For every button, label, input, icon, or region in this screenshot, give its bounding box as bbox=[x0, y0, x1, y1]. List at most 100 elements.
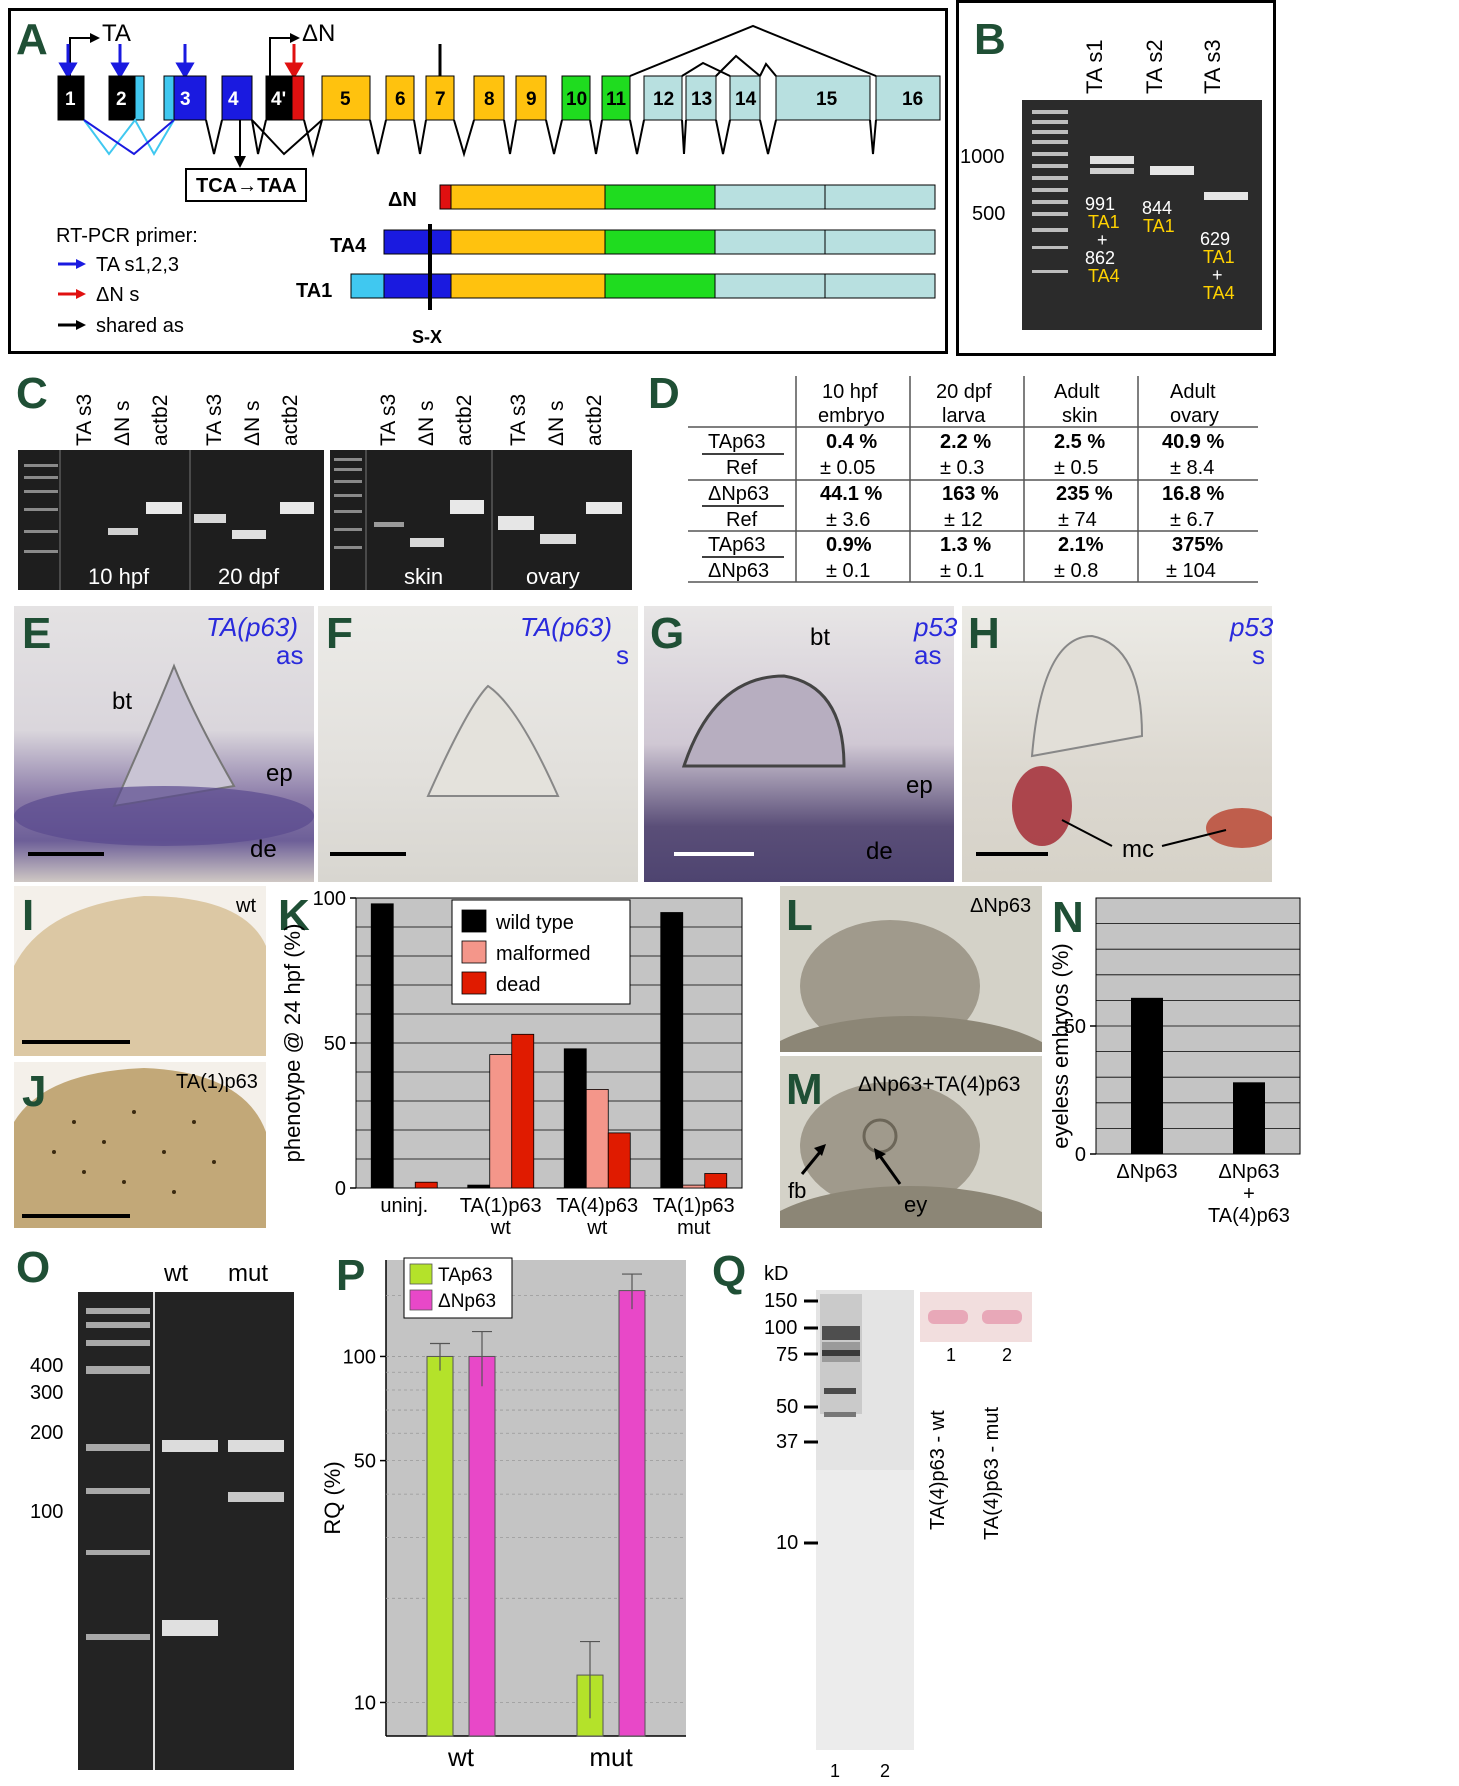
exon-label: 11 bbox=[606, 89, 627, 110]
exon-15 bbox=[775, 75, 871, 121]
m-arrows bbox=[800, 1144, 902, 1185]
blot-lane-2: 2 bbox=[880, 1761, 891, 1781]
embryo-label: wt bbox=[236, 895, 256, 917]
legend-swatch bbox=[461, 971, 487, 995]
exon-11 bbox=[601, 75, 631, 121]
cell-error: ± 8.4 bbox=[1170, 457, 1215, 479]
exon-label: 4' bbox=[271, 89, 287, 110]
label-de: de bbox=[866, 838, 893, 865]
legend-title: RT-PCR primer: bbox=[56, 225, 198, 247]
exon-label: 14 bbox=[735, 89, 757, 110]
y-tick-label: 100 bbox=[313, 888, 346, 910]
exon-13 bbox=[685, 75, 717, 121]
lane-label: TA s3 bbox=[377, 393, 400, 446]
row-den: Ref bbox=[726, 509, 758, 531]
mutation-box bbox=[185, 168, 307, 202]
exon-label: 9 bbox=[526, 89, 537, 110]
legend-label: ΔNp63 bbox=[438, 1291, 496, 1312]
bar-malformed bbox=[585, 1088, 609, 1189]
y-tick-label: 0 bbox=[1075, 1144, 1086, 1166]
exon-3-utr bbox=[163, 75, 175, 121]
x-tick-label: ΔNp63 bbox=[1218, 1161, 1279, 1183]
panel-n-label: N bbox=[1052, 893, 1084, 942]
probe-gene: p53 bbox=[1230, 612, 1274, 642]
isoform-ta1-label: TA1 bbox=[296, 280, 333, 302]
x-tick-label: wt bbox=[490, 1217, 511, 1234]
cell-value: 0.4 % bbox=[826, 431, 878, 453]
x-tick-label: + bbox=[1243, 1183, 1255, 1205]
lane-label: actb2 bbox=[453, 394, 476, 446]
lane-label: actb2 bbox=[149, 394, 172, 446]
band-size: 862 bbox=[1085, 248, 1116, 268]
legend-label: malformed bbox=[496, 943, 590, 965]
exon-4p bbox=[265, 75, 293, 121]
inset-lane-1: 1 bbox=[946, 1345, 957, 1365]
label-ep: ep bbox=[266, 760, 293, 787]
exon-label: 15 bbox=[816, 89, 838, 110]
x-tick-label: mut bbox=[677, 1217, 711, 1234]
exon-12 bbox=[643, 75, 683, 121]
exon-label: 12 bbox=[653, 89, 675, 110]
panel-m-label: M bbox=[786, 1065, 823, 1114]
x-tick-label: TA(4)p63 bbox=[1208, 1205, 1290, 1227]
panel-k-label: K bbox=[278, 891, 310, 940]
exon-9 bbox=[515, 75, 547, 121]
label-bt: bt bbox=[112, 688, 133, 715]
marker-100: 100 bbox=[30, 1501, 64, 1523]
marker-400: 400 bbox=[30, 1355, 64, 1377]
embryo-label: TA(1)p63 bbox=[176, 1071, 258, 1093]
isoform-ta4-label: TA4 bbox=[330, 235, 367, 257]
label-bt: bt bbox=[810, 624, 831, 651]
band-size: 629 bbox=[1200, 229, 1231, 249]
bar-wild-type bbox=[370, 903, 394, 1189]
bar-wild-type bbox=[563, 1048, 587, 1189]
bar bbox=[1131, 997, 1163, 1154]
legend-swatch bbox=[461, 940, 487, 964]
y-tick-label: 0 bbox=[335, 1178, 346, 1200]
label-mc: mc bbox=[1122, 836, 1154, 863]
panel-q-label: Q bbox=[712, 1247, 747, 1296]
label-fb: fb bbox=[788, 1178, 807, 1203]
kd-marker: 37 bbox=[776, 1431, 799, 1453]
legend-label: wild type bbox=[495, 912, 574, 934]
inset-label-wt: TA(4)p63 - wt bbox=[927, 1410, 949, 1530]
row-num: TAp63 bbox=[708, 534, 766, 556]
band-isoform: TA1 bbox=[1203, 247, 1235, 267]
kd-marker: 50 bbox=[776, 1396, 799, 1418]
cell-value: 2.5 % bbox=[1054, 431, 1106, 453]
x-tick-label: mut bbox=[589, 1742, 633, 1772]
x-tick-label: TA(1)p63 bbox=[653, 1195, 735, 1217]
ta-primer-arrows bbox=[58, 44, 195, 79]
marker-200: 200 bbox=[30, 1422, 64, 1444]
row-num: ΔNp63 bbox=[708, 483, 770, 505]
marker-300: 300 bbox=[30, 1382, 64, 1404]
exon-label: 16 bbox=[902, 89, 924, 110]
exon-label: 4 bbox=[228, 89, 239, 110]
band-isoform: TA4 bbox=[1088, 266, 1120, 286]
bar-dead bbox=[704, 1173, 728, 1189]
ta-promoter-label: TA bbox=[102, 20, 131, 47]
dn-promoter-arrow bbox=[269, 37, 290, 84]
gel-c-left bbox=[18, 450, 324, 590]
x-tick-label: wt bbox=[586, 1217, 607, 1234]
dn-primer-arrow bbox=[284, 44, 304, 79]
micrograph-f bbox=[318, 606, 638, 882]
cell-error: ± 12 bbox=[944, 509, 983, 531]
panel-c-label: C bbox=[16, 369, 48, 418]
label-ey: ey bbox=[904, 1192, 928, 1217]
lane-label: TA s3 bbox=[1200, 39, 1225, 94]
exon-label: 6 bbox=[395, 89, 406, 110]
probe-gene: p53 bbox=[914, 612, 958, 642]
col-header: Adult bbox=[1170, 381, 1216, 403]
band-plus: + bbox=[1097, 230, 1108, 250]
y-axis-label: eyeless embryos (%) bbox=[1048, 943, 1073, 1148]
inset-label-mut: TA(4)p63 - mut bbox=[981, 1407, 1003, 1540]
label-ep: ep bbox=[906, 772, 933, 799]
splice-exon4-skip bbox=[251, 119, 323, 156]
exon-label: 8 bbox=[484, 89, 495, 110]
splice-ta-blue bbox=[83, 119, 175, 156]
cell-value: 375% bbox=[1172, 534, 1224, 556]
panel-h-label: H bbox=[968, 609, 1000, 658]
cell-error: ± 0.8 bbox=[1054, 560, 1099, 582]
cell-error: ± 0.1 bbox=[940, 560, 985, 582]
